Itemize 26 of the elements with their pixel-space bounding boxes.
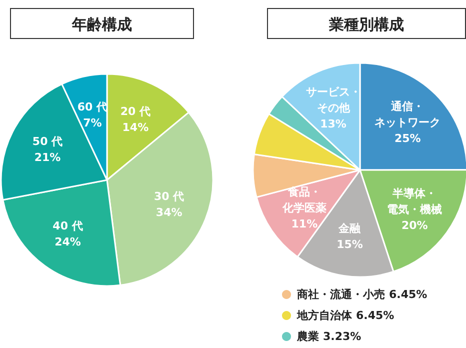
data-label: 11%	[291, 218, 318, 231]
data-label: 7%	[83, 116, 102, 130]
data-label: 6.45%	[356, 309, 394, 322]
slice-label: 40 代	[52, 220, 83, 233]
slice-label: 通信・ネットワーク	[374, 100, 441, 129]
legend-label: 商社・流通・小売	[296, 288, 385, 301]
data-label: 3.23%	[323, 330, 362, 343]
legend-label: 地方自治体	[296, 309, 353, 322]
data-label: 24%	[54, 236, 81, 249]
data-label: 34%	[156, 206, 182, 220]
data-label: 25%	[394, 132, 421, 145]
legend-label: 農業	[296, 330, 319, 343]
slice-label: 20 代	[120, 105, 151, 118]
data-label: 14%	[122, 121, 149, 134]
data-label: 21%	[34, 151, 61, 164]
chart-title: 業種別構成	[328, 16, 404, 34]
data-label: 13%	[320, 118, 346, 131]
slice-label: サービス・その他	[306, 86, 361, 115]
slice-label: 金融	[338, 222, 362, 236]
slice-label: 30 代	[154, 190, 184, 204]
slice-label: 半導体・電気・機械	[387, 186, 442, 216]
data-label: 15%	[336, 238, 363, 252]
chart-title: 年齢構成	[71, 16, 132, 34]
data-label: 20%	[401, 218, 428, 232]
slice-label: 50 代	[32, 135, 63, 148]
data-label: 6.45%	[389, 288, 428, 301]
